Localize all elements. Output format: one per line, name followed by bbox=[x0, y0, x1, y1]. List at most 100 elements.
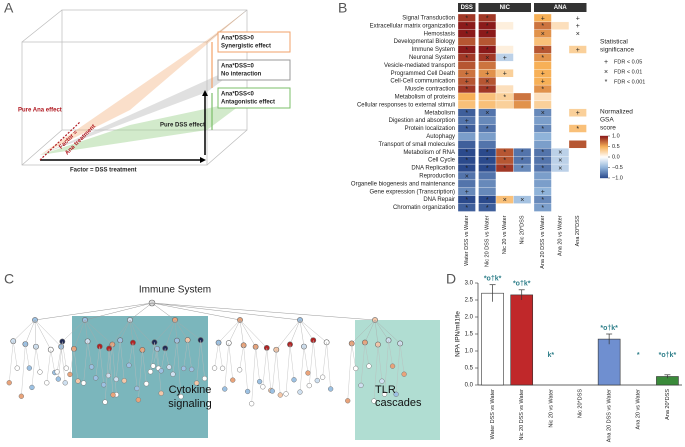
legend-label: FDR < 0.001 bbox=[614, 79, 645, 85]
significance-symbol: * bbox=[503, 165, 506, 172]
significance-symbol: * bbox=[576, 126, 579, 133]
heatmap-cell bbox=[568, 163, 587, 173]
significance-symbol: × bbox=[485, 110, 489, 117]
tree-node bbox=[102, 399, 108, 405]
heatmap-cell bbox=[551, 124, 570, 133]
tree-node bbox=[135, 397, 142, 403]
tree-node bbox=[230, 377, 236, 383]
heatmap-cell bbox=[568, 69, 587, 78]
colorbar-step bbox=[600, 144, 608, 146]
legend-box bbox=[217, 59, 291, 81]
colorbar-step bbox=[600, 146, 608, 148]
tree-edge bbox=[373, 344, 379, 402]
heatmap-cell bbox=[551, 132, 570, 141]
row-label: Signal Transduction bbox=[402, 16, 455, 22]
tree-edge bbox=[129, 319, 143, 350]
heatmap-cell bbox=[495, 21, 514, 30]
tree-edge bbox=[61, 346, 66, 383]
tree-edge bbox=[34, 302, 153, 321]
tree-edge bbox=[388, 340, 393, 367]
colorbar-step bbox=[600, 158, 608, 161]
legend-box bbox=[217, 87, 291, 109]
colorbar-step bbox=[600, 148, 608, 150]
significance-label: * bbox=[637, 352, 640, 359]
heatmap-cell bbox=[533, 116, 552, 125]
significance-symbol: * bbox=[465, 47, 468, 54]
heatmap-cell bbox=[568, 100, 587, 109]
heatmap-cell bbox=[551, 140, 570, 149]
tree-edge bbox=[360, 342, 366, 386]
box-label: Cytokine bbox=[169, 384, 212, 396]
tree-edge bbox=[374, 319, 389, 341]
tree-edge bbox=[289, 319, 301, 345]
significance-symbol: * bbox=[521, 165, 524, 172]
y-tick-label: 0.5 bbox=[465, 366, 474, 372]
y-tick-label: 2.0 bbox=[465, 315, 474, 321]
colorbar-step bbox=[600, 159, 608, 162]
heatmap-cell bbox=[551, 116, 570, 125]
tree-edge bbox=[187, 339, 192, 370]
tree-edge bbox=[351, 343, 356, 369]
row-label: Metabolism of proteins bbox=[395, 95, 455, 101]
tree-edge bbox=[87, 341, 92, 367]
tree-edge bbox=[128, 342, 134, 366]
colorbar-tick-label: 1.0 bbox=[612, 133, 620, 139]
tree-edge bbox=[384, 340, 389, 395]
tree-edge bbox=[9, 341, 14, 383]
tree-edge bbox=[84, 302, 153, 321]
y-tick-label: 0.0 bbox=[465, 383, 474, 389]
significance-symbol: + bbox=[576, 15, 580, 22]
label: Antagonistic effect bbox=[221, 100, 275, 106]
tree-node bbox=[88, 364, 95, 370]
tree-edge bbox=[200, 340, 205, 379]
tree-node bbox=[319, 374, 326, 380]
significance-symbol: + bbox=[576, 47, 580, 54]
tree-edge bbox=[120, 340, 125, 381]
heatmap-cell bbox=[513, 21, 532, 30]
significance-symbol: × bbox=[576, 31, 580, 38]
tree-edge bbox=[347, 343, 352, 401]
tree-edge bbox=[160, 348, 166, 371]
y-tick-label: 1.0 bbox=[465, 349, 474, 355]
heatmap-cell bbox=[568, 92, 587, 102]
tree-edge bbox=[176, 340, 182, 397]
significance-label: *o†k* bbox=[600, 325, 618, 332]
row-label: Extracellular matrix organization bbox=[370, 23, 455, 29]
x-tick-label: Ana 20 DSS vs Water bbox=[607, 389, 613, 442]
heatmap-cell bbox=[533, 100, 552, 109]
significance-symbol: * bbox=[486, 205, 489, 212]
row-label: Organelle biogenesis and maintenance bbox=[351, 181, 456, 187]
heatmap-cell bbox=[551, 77, 570, 86]
panel-label: D bbox=[446, 271, 456, 287]
bar bbox=[481, 292, 504, 386]
tree-node bbox=[44, 380, 50, 386]
tree-edge bbox=[174, 319, 178, 341]
row-label: Cell Cycle bbox=[428, 158, 456, 164]
tree-node bbox=[305, 370, 311, 376]
colorbar-step bbox=[600, 135, 608, 138]
tree-node bbox=[29, 384, 35, 391]
significance-symbol: * bbox=[465, 150, 468, 157]
tree-node bbox=[121, 378, 127, 384]
tree-edge bbox=[196, 340, 201, 384]
colorbar-tick-label: −1.0 bbox=[612, 175, 623, 181]
colorbar-tick-label: −0.5 bbox=[612, 165, 623, 171]
column-label: Nic 20*DSS bbox=[520, 215, 526, 244]
colorbar-step bbox=[600, 151, 608, 153]
significance-symbol: * bbox=[541, 157, 544, 164]
tree-node bbox=[170, 371, 176, 377]
heatmap-cell bbox=[551, 61, 570, 70]
significance-symbol: × bbox=[520, 197, 524, 204]
colorbar-step bbox=[600, 154, 608, 157]
tree-edge bbox=[154, 319, 176, 343]
colorbar-step bbox=[600, 162, 608, 164]
heatmap-cell bbox=[513, 171, 532, 181]
colorbar-step bbox=[600, 157, 608, 160]
heatmap-cell bbox=[513, 69, 532, 78]
tree-node bbox=[147, 369, 154, 375]
significance-symbol: * bbox=[541, 55, 544, 62]
tree-edge bbox=[374, 319, 379, 345]
heatmap-cell bbox=[478, 171, 497, 181]
tree-node bbox=[366, 363, 372, 369]
colorbar-step bbox=[600, 171, 608, 173]
